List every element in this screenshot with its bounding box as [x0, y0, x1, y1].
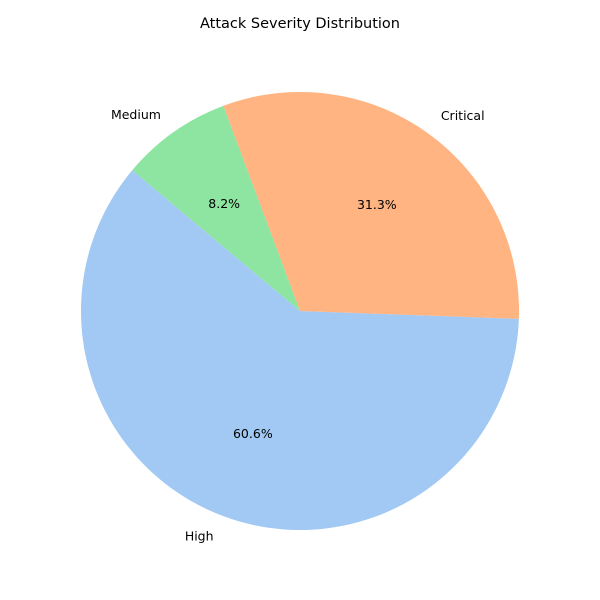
slice-label-critical: Critical — [441, 108, 485, 123]
pie-slice-medium — [132, 105, 300, 311]
slice-label-medium: Medium — [111, 107, 161, 122]
slice-label-high: High — [185, 528, 214, 543]
chart-title: Attack Severity Distribution — [200, 16, 400, 32]
pie-slices — [81, 91, 520, 531]
slice-percent-high: 60.6% — [233, 426, 273, 441]
pie-slice-critical — [223, 91, 520, 319]
pie-labels: High 60.6% Critical 31.3% Medium 8.2% — [111, 107, 485, 544]
slice-percent-medium: 8.2% — [208, 196, 240, 211]
slice-percent-critical: 31.3% — [357, 197, 397, 212]
pie-slice-high — [81, 170, 519, 531]
